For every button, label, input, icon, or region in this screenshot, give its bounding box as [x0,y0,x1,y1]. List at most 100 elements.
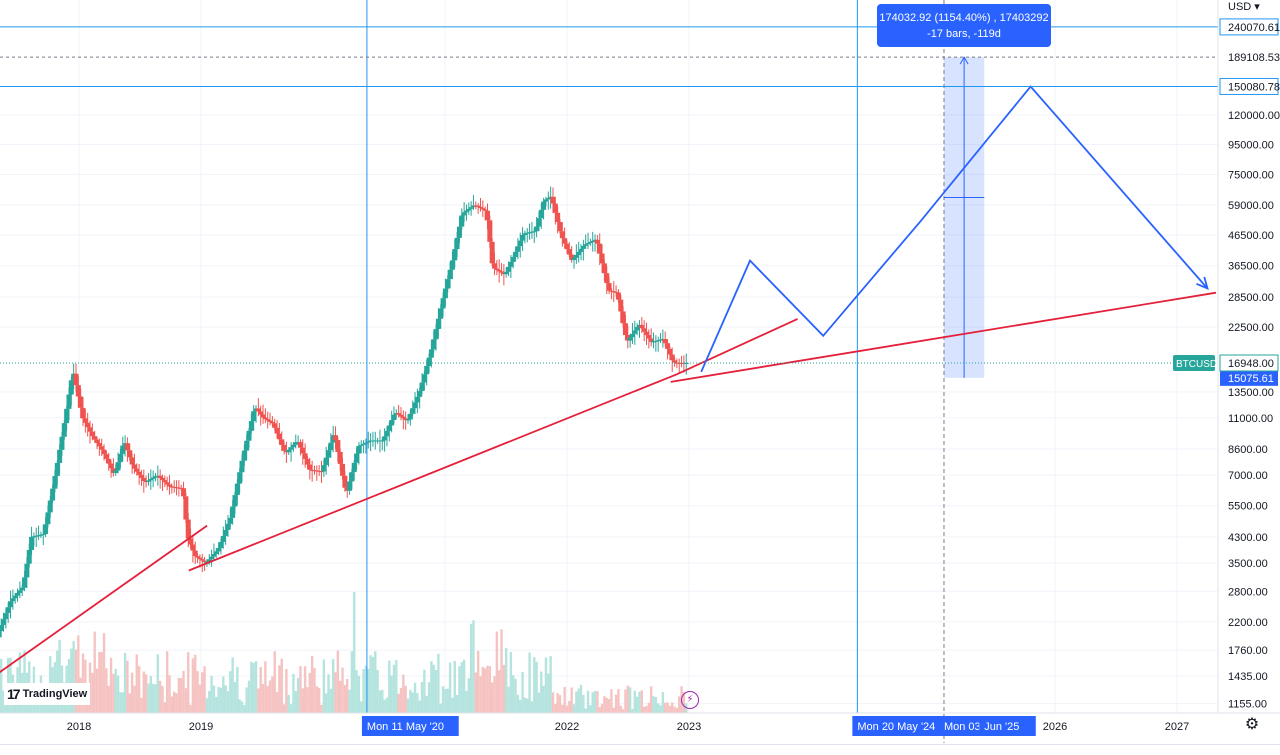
candle-body [277,434,282,440]
volume-bar [676,708,678,713]
y-tick-label: 13500.00 [1228,387,1274,399]
candle-body [104,454,109,459]
volume-bar [577,689,579,713]
candle-body [429,349,434,357]
candle-body [635,327,640,330]
candle-body [462,212,467,215]
candle-body [50,489,55,501]
volume-bar [173,692,175,713]
volume-bar [304,666,306,713]
candle-body [628,337,633,340]
volume-bar [323,659,325,713]
volume-bar [404,686,406,713]
measure-info-box: 174032.92 (1154.40%) , 17403292 -17 bars… [877,4,1051,47]
candle-body [354,454,359,463]
candle-body [225,524,230,530]
volume-bar [194,655,196,713]
volume-bar [180,678,182,713]
candle-body [218,542,223,548]
volume-bar [318,688,320,713]
volume-bar [659,705,661,713]
candle-body [321,465,326,471]
gear-icon[interactable]: ⚙ [1243,716,1261,734]
candle-body [441,298,446,308]
volume-bar [489,666,491,713]
volume-bar [164,702,166,713]
candle-body [326,450,331,457]
candle-body [268,420,273,421]
volume-bar [136,654,138,713]
logo-text: TradingView [23,688,88,700]
candle-body [221,536,226,542]
candle-body [408,414,413,420]
candle-body [616,292,621,299]
time-axis[interactable]: 2018201920212022202320262027Mon 11 May '… [0,713,1280,736]
candle-body [78,396,83,407]
volume-bar [330,689,332,713]
candle-body [480,208,485,209]
volume-bar [362,669,364,713]
volume-bar [503,665,505,713]
y-tick-label: 8600.00 [1228,444,1268,456]
volume-bar [161,686,163,713]
volume-bar [96,669,98,713]
volume-bar [563,687,565,713]
price-axis[interactable]: USD ▾120000.0095000.0075000.0059000.0046… [1173,0,1280,713]
volume-bar [327,674,329,713]
volume-bar [426,696,428,713]
candle-body [604,273,609,283]
volume-bar [397,694,399,713]
volume-bar [245,687,247,713]
candle-body [239,461,244,472]
candle-body [272,423,277,428]
candle-body [597,244,602,254]
candle-body [265,419,270,420]
candle-body [64,409,69,423]
volume-bar [664,703,666,713]
volume-bar [306,687,308,713]
volume-bar [561,705,563,713]
volume-bar [671,702,673,713]
x-date-label: Mon 20 May '24 [857,721,935,733]
candle-body [328,443,333,450]
tradingview-logo[interactable]: 17 TradingView [4,683,90,705]
volume-bar [129,693,131,713]
candle-body [45,512,50,524]
x-date-label: Jun '25 [984,721,1019,733]
measure-line-1: 174032.92 (1154.40%) , 17403292 [877,10,1051,26]
candle-body [118,454,123,462]
drawings[interactable] [0,0,1216,743]
candle-body [17,590,22,593]
volume-bar [592,692,594,713]
volume-bar [122,692,124,713]
candle-body [43,524,48,534]
volume-bar [320,705,322,713]
horizontal-lines[interactable] [0,27,1218,363]
candle-body [251,411,256,421]
candle-body [427,358,432,366]
candle-body [97,443,102,446]
volume-bar [587,691,589,713]
volume-bar [145,674,147,713]
volume-bar [517,695,519,713]
candle-body [338,452,343,464]
candle-body [646,335,651,338]
candle-body [66,395,71,409]
volume-bar [372,657,374,713]
volume-bar [98,652,100,713]
candle-body [59,437,64,450]
candle-body [137,472,142,475]
candle-body [665,343,670,349]
volume-bar [119,692,121,713]
volume-bar [486,666,488,713]
volume-bar [533,657,535,713]
lightning-icon[interactable]: ⚡ [681,691,699,709]
candle-body [436,319,441,329]
volume-bar [542,686,544,713]
candle-body [450,260,455,269]
candle-body [422,374,427,382]
volume-bar [374,651,376,713]
candle-body [534,226,539,231]
candle-body [340,464,345,476]
